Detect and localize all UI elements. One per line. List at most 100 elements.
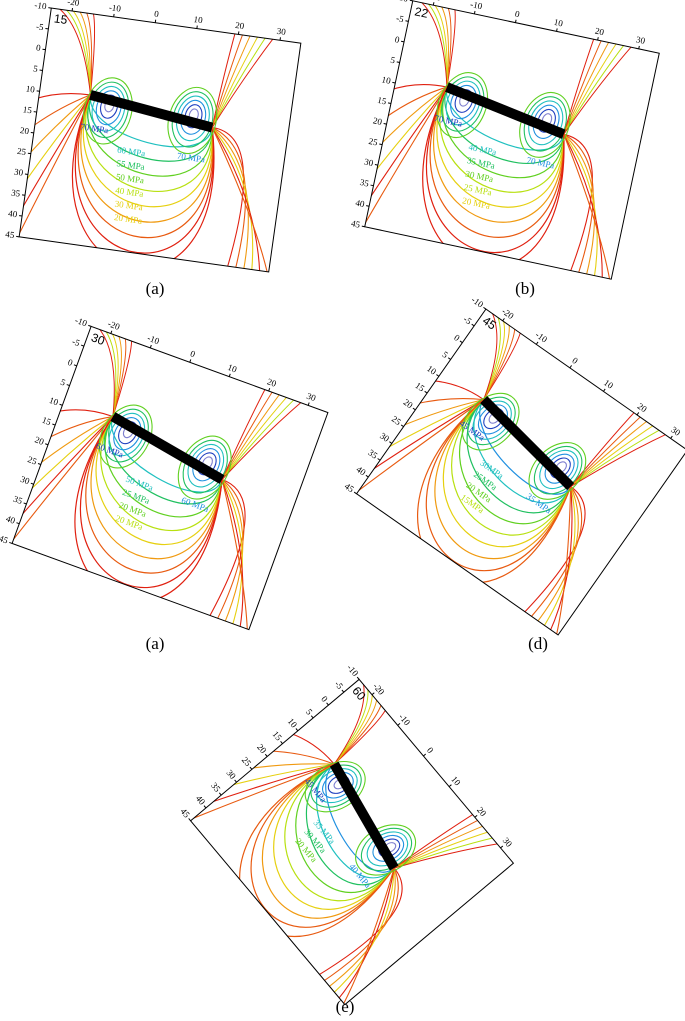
y-tick — [66, 384, 70, 387]
y-tick — [436, 374, 440, 377]
angle-label: 30 — [89, 330, 107, 348]
stress-lobe — [549, 457, 571, 479]
contour — [221, 479, 243, 628]
contour — [356, 399, 485, 499]
y-tick — [341, 689, 345, 693]
y-tick-label: -5 — [395, 13, 405, 24]
contour — [320, 867, 399, 984]
y-tick — [389, 441, 393, 444]
y-tick-label: 35 — [12, 494, 24, 507]
stress-lobe — [472, 400, 512, 440]
contour — [364, 86, 448, 235]
y-tick — [374, 164, 378, 166]
contour — [261, 763, 395, 919]
angle-label: 15 — [53, 11, 68, 27]
stress-lobe — [113, 417, 142, 451]
y-tick — [9, 541, 13, 544]
contour — [221, 479, 244, 630]
frame — [18, 7, 302, 273]
y-tick — [366, 205, 370, 207]
contour — [436, 86, 565, 208]
y-tick-label: 15 — [270, 729, 284, 743]
caption: (a) — [146, 279, 165, 298]
x-tick-label: 30 — [501, 835, 515, 849]
contour — [29, 94, 91, 129]
y-tick-label: 0 — [394, 34, 401, 45]
x-tick-label: 30 — [635, 34, 646, 46]
contour — [393, 812, 477, 869]
y-tick — [377, 458, 381, 461]
fault-bar — [445, 82, 566, 139]
caption: (e) — [336, 997, 355, 1016]
x-tick-label: 0 — [189, 348, 197, 359]
y-tick — [295, 728, 299, 732]
y-tick-label: -10 — [74, 315, 89, 329]
panel: -20-100102030-10-50510152025303540454545… — [343, 294, 685, 636]
y-tick — [387, 102, 392, 105]
stress-lobe — [454, 89, 474, 113]
contour — [76, 8, 92, 95]
contour — [221, 479, 249, 630]
y-tick — [203, 805, 207, 809]
caption: (d) — [528, 634, 548, 653]
contour — [541, 486, 576, 630]
contours — [19, 8, 277, 272]
y-tick-label: 40 — [355, 198, 366, 210]
contour — [563, 133, 596, 279]
x-tick — [638, 45, 640, 49]
contour — [305, 763, 395, 886]
x-tick-label: -10 — [397, 712, 413, 728]
y-tick — [383, 122, 387, 125]
y-tick-label: 20 — [19, 125, 30, 136]
x-tick-label: -10 — [534, 330, 550, 345]
contour-label: 70 MPa — [176, 151, 205, 165]
stress-lobe — [441, 76, 485, 132]
y-tick-label: 45 — [0, 533, 10, 546]
x-tick-label: 0 — [154, 9, 160, 20]
y-tick-label: -10 — [34, 0, 48, 11]
contour — [77, 94, 214, 239]
x-tick-label: 30 — [669, 424, 683, 438]
contour — [370, 86, 448, 177]
contour — [483, 319, 510, 400]
fault-bar — [329, 761, 399, 871]
panel: -20-100102030-10-50510152025303540456045… — [178, 663, 515, 1006]
contour — [433, 86, 565, 223]
contour — [393, 824, 487, 869]
contour — [211, 35, 277, 128]
contour — [442, 86, 565, 179]
contour — [397, 399, 484, 429]
y-tick-label: -10 — [395, 0, 409, 4]
stress-lobe — [118, 421, 138, 445]
stress-lobe — [445, 80, 481, 126]
y-tick — [234, 779, 237, 783]
stress-lobe — [316, 768, 358, 804]
x-tick-label: 20 — [636, 401, 650, 415]
x-tick-label: 10 — [449, 774, 463, 788]
contour — [85, 416, 223, 574]
contour — [211, 30, 245, 128]
x-tick-label: 10 — [602, 377, 616, 391]
contour — [211, 127, 261, 272]
contour — [563, 38, 612, 135]
x-tick — [397, 723, 401, 726]
contour — [190, 763, 335, 824]
y-tick — [23, 502, 27, 505]
contour — [25, 94, 91, 158]
contour — [224, 763, 335, 788]
y-tick — [396, 61, 400, 63]
y-tick-label: 5 — [33, 63, 39, 74]
contour-label: 30 MPa — [114, 199, 143, 213]
stress-lobe — [103, 408, 149, 463]
x-tick — [535, 341, 539, 345]
y-tick — [412, 407, 416, 411]
y-tick-label: 25 — [240, 755, 254, 769]
contour — [221, 388, 275, 480]
contours — [12, 326, 305, 630]
contours — [190, 679, 502, 1005]
stress-lobe — [197, 452, 217, 476]
y-tick-label: 20 — [33, 434, 45, 447]
contour — [570, 409, 638, 487]
y-tick — [356, 676, 360, 680]
contour — [563, 133, 594, 277]
